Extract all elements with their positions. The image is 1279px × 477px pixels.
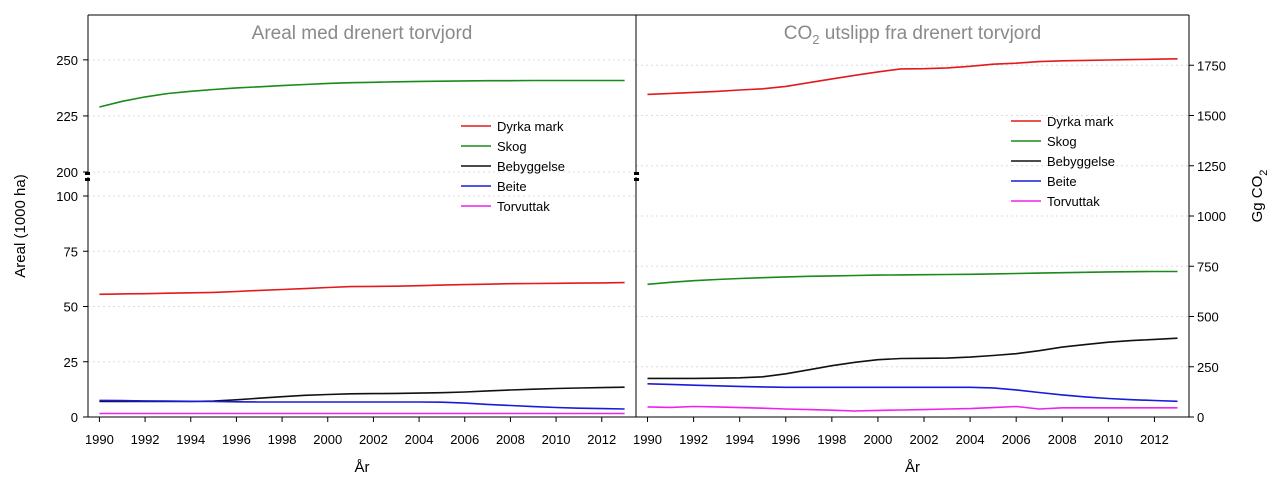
right-ytick-label-0: 0 xyxy=(1197,410,1204,425)
right-xtick-label-2012: 2012 xyxy=(1140,432,1169,447)
right-ytick-label-1750: 1750 xyxy=(1197,58,1226,73)
right-ytick-label-1000: 1000 xyxy=(1197,209,1226,224)
left-xtick-label-2004: 2004 xyxy=(405,432,434,447)
right-ytick-label-500: 500 xyxy=(1197,310,1219,325)
left-legend-label-3: Beite xyxy=(497,179,527,194)
right-series-line-beite xyxy=(647,383,1178,403)
left-ytick-label-100: 100 xyxy=(56,189,78,204)
left-ytick-label-50: 50 xyxy=(64,300,78,315)
left-series-line-beite xyxy=(99,399,625,410)
right-xtick-label-2004: 2004 xyxy=(956,432,985,447)
left-xtick-label-2006: 2006 xyxy=(450,432,479,447)
right-legend-label-4: Torvuttak xyxy=(1047,194,1100,209)
right-xtick-label-1992: 1992 xyxy=(679,432,708,447)
right-xtick-label-1990: 1990 xyxy=(633,432,662,447)
left-xtick-label-2010: 2010 xyxy=(542,432,571,447)
right-legend-label-3: Beite xyxy=(1047,174,1077,189)
left-ytick-label-25: 25 xyxy=(64,355,78,370)
left-series-line-bebyggelse xyxy=(99,386,625,403)
left-xtick-label-2002: 2002 xyxy=(359,432,388,447)
right-title-main: CO xyxy=(784,23,813,44)
right-y-axis-label: Gg CO2 xyxy=(1249,170,1270,223)
right-xtick-label-2008: 2008 xyxy=(1048,432,1077,447)
right-ylabel-subscript: 2 xyxy=(1258,170,1270,176)
right-series-line-skog xyxy=(647,270,1178,286)
left-y-axis-label: Areal (1000 ha) xyxy=(12,174,29,277)
left-xtick-label-2012: 2012 xyxy=(587,432,616,447)
left-xtick-label-1992: 1992 xyxy=(131,432,160,447)
left-series-line-skog xyxy=(99,79,625,108)
right-xtick-label-2006: 2006 xyxy=(1002,432,1031,447)
right-ytick-label-1250: 1250 xyxy=(1197,159,1226,174)
right-legend-label-1: Skog xyxy=(1047,134,1077,149)
right-ytick-label-250: 250 xyxy=(1197,360,1219,375)
left-legend-label-2: Bebyggelse xyxy=(497,159,565,174)
right-legend-label-0: Dyrka mark xyxy=(1047,114,1114,129)
right-title-rest: utslipp fra drenert torvjord xyxy=(819,23,1041,44)
right-ytick-label-750: 750 xyxy=(1197,259,1219,274)
left-xtick-label-2008: 2008 xyxy=(496,432,525,447)
left-ytick-label-200: 200 xyxy=(56,165,78,180)
left-xtick-label-1990: 1990 xyxy=(85,432,114,447)
left-axis-break-mark-upper xyxy=(85,172,90,175)
right-chart-title: CO2 utslipp fra drenert torvjord xyxy=(784,23,1042,47)
right-xtick-label-2002: 2002 xyxy=(910,432,939,447)
left-axis-break-mark-lower xyxy=(85,178,90,181)
right-series-line-torvuttak xyxy=(647,405,1178,412)
left-xtick-label-1998: 1998 xyxy=(268,432,297,447)
right-x-axis-label: År xyxy=(905,459,920,476)
left-series-line-dyrka-mark xyxy=(99,281,625,296)
left-ytick-label-250: 250 xyxy=(56,53,78,68)
right-series-line-dyrka-mark xyxy=(647,58,1178,96)
left-chart-title: Areal med drenert torvjord xyxy=(252,23,473,44)
left-xtick-label-1996: 1996 xyxy=(222,432,251,447)
right-title-subscript: 2 xyxy=(812,32,819,47)
right-panel: 0 250 500 750 1000 1250 1500 1750 1990 1992 1994 19… xyxy=(633,14,1270,476)
left-legend-label-4: Torvuttak xyxy=(497,199,550,214)
right-ylabel-main: Gg CO xyxy=(1249,176,1266,223)
left-xtick-label-2000: 2000 xyxy=(313,432,342,447)
left-ytick-label-0: 0 xyxy=(71,410,78,425)
right-xtick-label-2010: 2010 xyxy=(1094,432,1123,447)
right-series-line-bebyggelse xyxy=(647,337,1178,380)
left-x-axis-label: År xyxy=(355,459,370,476)
left-panel: 0 25 50 75 100 200 225 250 1990 1992 1994 1996 1998 2… xyxy=(12,14,639,476)
left-ytick-label-75: 75 xyxy=(64,244,78,259)
right-xtick-label-1996: 1996 xyxy=(771,432,800,447)
right-xtick-label-1994: 1994 xyxy=(725,432,754,447)
right-xtick-label-1998: 1998 xyxy=(817,432,846,447)
right-xtick-label-2000: 2000 xyxy=(863,432,892,447)
right-legend-label-2: Bebyggelse xyxy=(1047,154,1115,169)
left-xtick-label-1994: 1994 xyxy=(176,432,205,447)
left-ytick-label-225: 225 xyxy=(56,109,78,124)
left-legend-label-1: Skog xyxy=(497,139,527,154)
left-legend-label-0: Dyrka mark xyxy=(497,119,564,134)
right-ytick-label-1500: 1500 xyxy=(1197,109,1226,124)
